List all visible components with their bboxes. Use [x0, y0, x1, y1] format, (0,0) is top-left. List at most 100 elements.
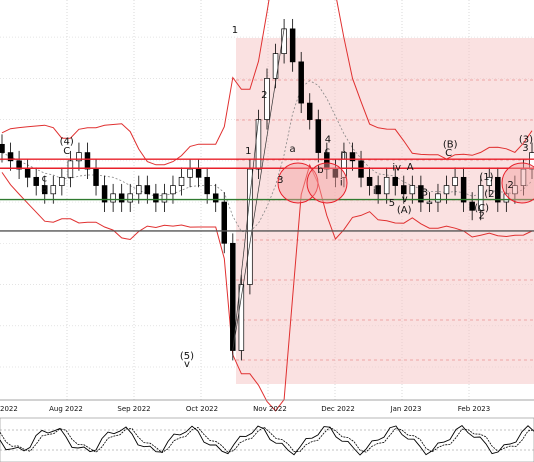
- candle-body: [358, 160, 364, 178]
- candle-body: [110, 193, 116, 203]
- candle-body: [178, 176, 185, 186]
- candle-body: [306, 102, 313, 120]
- candle-body: [426, 201, 433, 204]
- candle-body: [238, 284, 245, 351]
- wave-label: 5: [389, 198, 395, 209]
- candle-body: [443, 185, 450, 195]
- candle-body: [486, 176, 493, 186]
- candle-body: [144, 185, 151, 195]
- candle-body: [298, 61, 304, 104]
- candle-body: [477, 185, 484, 211]
- candle-body: [529, 152, 534, 170]
- wave-label: B: [41, 184, 48, 195]
- highlight-circle: [277, 162, 319, 204]
- wave-label: 4: [325, 135, 331, 146]
- wave-label: (3): [519, 135, 533, 146]
- bollinger-bands: [1, 0, 533, 412]
- candle-body: [76, 152, 82, 162]
- candle-body: [212, 193, 219, 203]
- candle-body: [375, 185, 381, 195]
- upper-band: [1, 0, 533, 166]
- x-tick-label: Sep 2022: [117, 405, 150, 413]
- candle-body: [495, 176, 501, 203]
- candle-body: [153, 193, 159, 203]
- oscillator-signal: [0, 426, 534, 454]
- candle-body: [512, 185, 518, 195]
- candle-body: [366, 176, 373, 186]
- wave-label: (A): [397, 205, 412, 216]
- candle-body: [101, 185, 108, 203]
- wave-label: 1: [245, 146, 251, 157]
- wave-label: (B): [443, 140, 458, 151]
- wave-label: 3: [522, 143, 528, 154]
- highlight-zone: [236, 38, 534, 384]
- candle-body: [7, 152, 14, 162]
- wave-label: C: [63, 146, 70, 157]
- candle-body: [383, 176, 390, 195]
- x-tick-label: Aug 2022: [49, 405, 83, 413]
- candle-body: [16, 160, 22, 170]
- candle-body: [452, 176, 458, 186]
- highlight-circle: [501, 162, 534, 204]
- wave-label: v: [184, 359, 190, 370]
- candle-body: [392, 176, 398, 186]
- wave-label: 2: [478, 211, 484, 222]
- wave-label: 1: [232, 25, 238, 36]
- candle-body: [324, 152, 330, 170]
- horizontal-levels: [0, 158, 534, 232]
- oscillator-line: [0, 425, 534, 456]
- wave-label: A: [407, 162, 414, 173]
- candle-body: [93, 168, 99, 186]
- candle-body: [84, 152, 91, 170]
- candle-body: [33, 176, 39, 186]
- candle-body: [221, 201, 228, 244]
- x-tick-label: Feb 2023: [458, 405, 490, 413]
- candle-body: [136, 185, 142, 195]
- candle-body: [0, 143, 5, 153]
- candle-body: [161, 193, 168, 203]
- highlight-circle: [306, 162, 348, 204]
- candle-body: [67, 160, 74, 178]
- candle-body: [50, 185, 57, 195]
- wave-label: C: [445, 148, 452, 159]
- candle-body: [41, 185, 48, 195]
- x-tick-label: Dec 2022: [321, 405, 355, 413]
- wave-label: (2): [484, 189, 498, 200]
- candle-body: [401, 185, 407, 195]
- candle-body: [247, 168, 253, 285]
- oscillator-panel: [0, 417, 534, 462]
- candle-body: [187, 168, 193, 178]
- candle-body: [435, 193, 441, 203]
- wave-label: v: [402, 194, 408, 205]
- x-tick-label: Nov 2022: [253, 405, 287, 413]
- candle-body: [332, 168, 339, 178]
- x-tick-label: Oct 2022: [186, 405, 218, 413]
- candle-body: [118, 193, 125, 203]
- wave-label: 2: [507, 180, 513, 191]
- candle-body: [195, 168, 202, 178]
- candle-body: [59, 176, 65, 186]
- wave-label: B: [421, 187, 428, 198]
- wave-label: i: [340, 178, 343, 189]
- wave-label: a: [290, 144, 296, 155]
- candle-body: [418, 185, 424, 203]
- candle-body: [264, 78, 270, 120]
- wave-label: (C): [474, 203, 489, 214]
- candle-body: [24, 168, 31, 178]
- x-tick-label: Jan 2023: [390, 405, 422, 413]
- candle-body: [289, 28, 296, 63]
- middle-band: [1, 80, 533, 232]
- candle-body: [409, 185, 416, 195]
- candlesticks: [0, 18, 534, 361]
- candle-body: [460, 176, 467, 203]
- candle-body: [255, 119, 262, 170]
- wave-label: (4): [60, 136, 74, 147]
- x-tick-label: 2022: [0, 405, 18, 413]
- wave-label: b: [317, 165, 323, 176]
- wave-label: ii: [341, 150, 347, 161]
- wave-label: (5): [180, 351, 194, 362]
- wave-label: (1): [479, 172, 493, 183]
